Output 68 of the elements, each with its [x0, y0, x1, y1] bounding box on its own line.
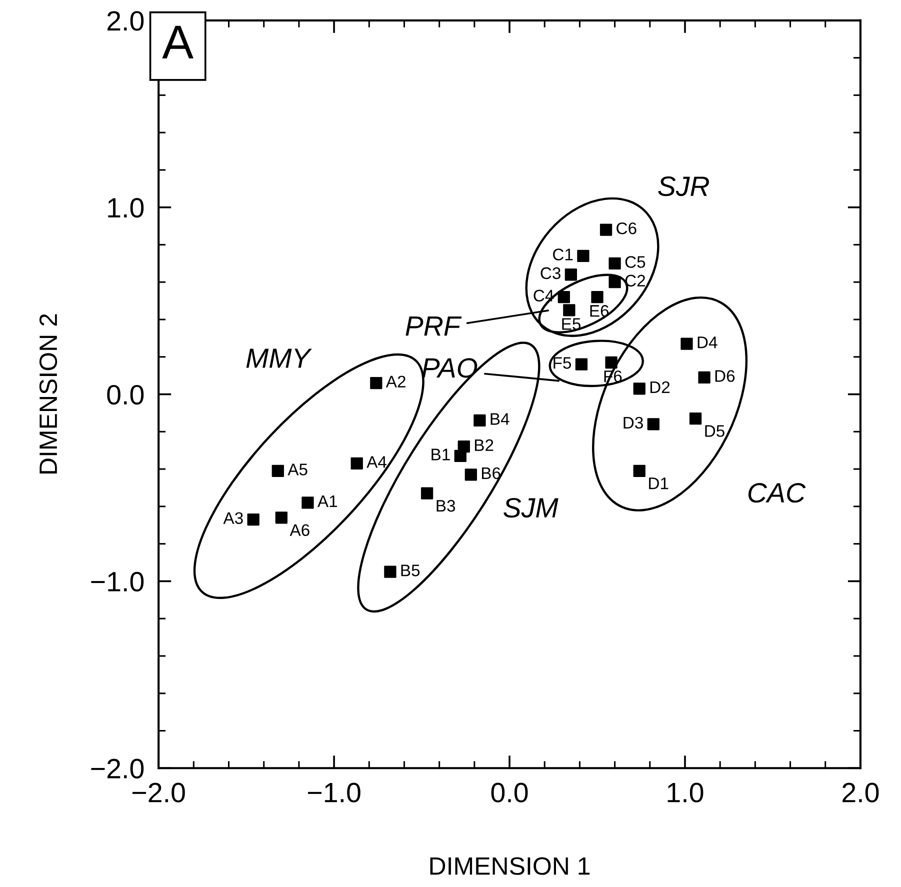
data-label: D4 — [698, 336, 718, 348]
point — [563, 304, 576, 316]
annotation: SJR — [658, 176, 709, 196]
point — [464, 468, 477, 481]
point — [605, 356, 618, 369]
data-label: F5 — [554, 357, 572, 369]
data-label: A6 — [290, 524, 310, 536]
point — [577, 250, 590, 262]
data-label: A4 — [366, 456, 386, 468]
data-label: A5 — [288, 464, 308, 476]
point — [575, 358, 588, 370]
data-label: B5 — [401, 564, 420, 576]
data-label: C5 — [625, 256, 646, 268]
point — [302, 496, 314, 509]
data-label: A2 — [386, 376, 406, 388]
annotation: SJM — [504, 498, 558, 518]
data-label: A3 — [223, 512, 243, 524]
data-label: B2 — [474, 439, 494, 451]
point — [272, 464, 284, 477]
data-label: B6 — [482, 467, 500, 480]
point — [420, 487, 434, 500]
data-label: C1 — [553, 248, 573, 260]
annotation: MMY — [246, 348, 312, 368]
point — [350, 457, 363, 470]
point — [474, 414, 486, 427]
annotation: PRF — [406, 316, 462, 336]
y-tick-label: −2.0 — [91, 758, 144, 778]
x-tick-label: 1.0 — [668, 782, 704, 802]
data-label: C3 — [540, 267, 560, 280]
data-label: B1 — [432, 448, 450, 460]
point — [558, 290, 570, 304]
x-tick-label: 2.0 — [842, 782, 879, 802]
annotation: CAC — [748, 483, 806, 503]
x-axis-title: DIMENSION 1 — [430, 857, 590, 875]
point — [564, 268, 578, 281]
point — [608, 276, 621, 288]
x-tick-label: −2.0 — [132, 782, 185, 802]
y-tick-label: 0.0 — [107, 384, 144, 405]
point — [608, 257, 621, 270]
point — [370, 376, 382, 390]
point — [275, 512, 288, 524]
annotation: A — [162, 26, 194, 58]
point — [647, 418, 660, 430]
point — [633, 464, 646, 477]
data-label: D5 — [705, 425, 724, 437]
data-label: D6 — [715, 370, 735, 382]
x-tick-label: 0.0 — [491, 782, 528, 802]
y-tick-label: 2.0 — [107, 11, 144, 31]
y-tick-label: −1.0 — [91, 572, 144, 592]
data-label: D3 — [624, 416, 643, 429]
point — [247, 513, 260, 526]
data-label: D1 — [649, 478, 668, 490]
data-label: D2 — [650, 381, 670, 393]
point — [458, 440, 470, 453]
data-label: A1 — [317, 496, 338, 508]
point — [689, 412, 702, 425]
point — [680, 338, 693, 350]
data-label: C6 — [616, 222, 636, 234]
data-label: B3 — [436, 500, 456, 512]
point — [591, 290, 604, 304]
point — [384, 566, 396, 578]
y-axis-title: DIMENSION 2 — [39, 314, 58, 474]
x-tick-label: −1.0 — [308, 782, 360, 802]
point — [600, 224, 612, 236]
y-tick-label: 1.0 — [108, 198, 144, 218]
point — [698, 371, 710, 384]
point — [633, 382, 646, 395]
data-label: B4 — [490, 413, 510, 425]
